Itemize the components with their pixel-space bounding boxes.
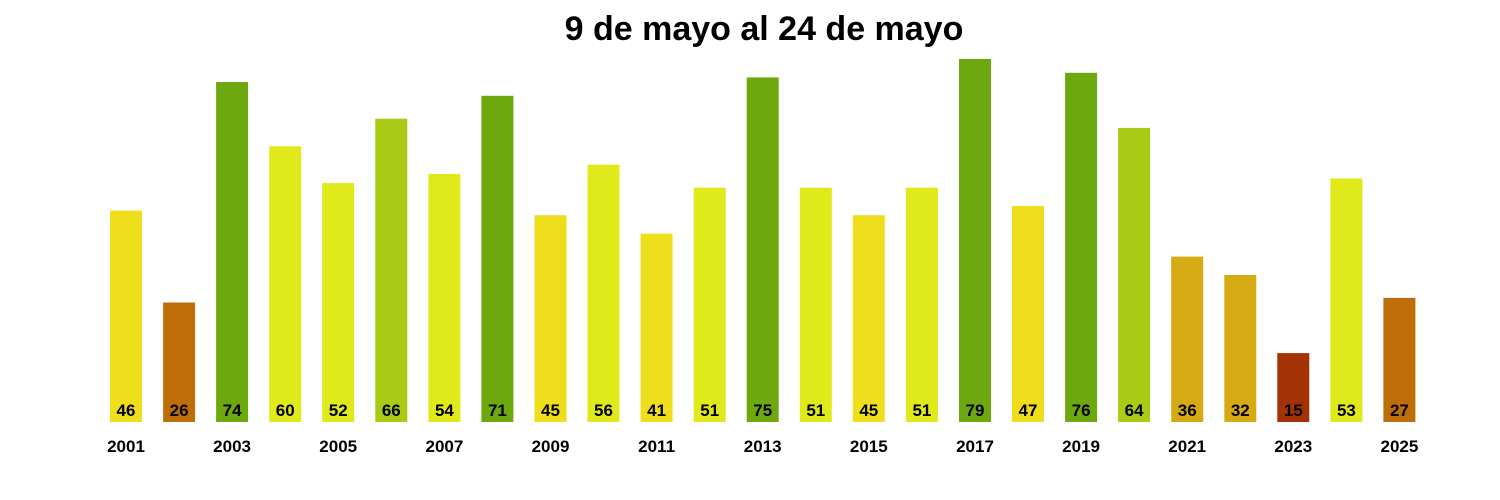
value-label-2018: 47 [1019, 401, 1038, 420]
value-label-2013: 75 [753, 401, 772, 420]
value-label-2019: 76 [1072, 401, 1091, 420]
value-label-2008: 71 [488, 401, 507, 420]
value-label-2009: 45 [541, 401, 560, 420]
bar-2013 [746, 77, 779, 423]
bar-2020 [1118, 127, 1151, 423]
value-label-2010: 56 [594, 401, 613, 420]
value-label-2020: 64 [1125, 401, 1144, 420]
x-tick-2013: 2013 [744, 437, 782, 456]
x-tick-2001: 2001 [107, 437, 145, 456]
bar-2003 [216, 82, 249, 422]
value-label-2011: 41 [647, 401, 666, 420]
chart-title: 9 de mayo al 24 de mayo [564, 10, 964, 48]
bar-2021 [1171, 256, 1204, 422]
x-tick-2007: 2007 [425, 437, 463, 456]
bar-2017 [959, 59, 991, 422]
x-tick-2003: 2003 [213, 437, 251, 456]
bar-2015 [852, 215, 885, 422]
bar-2007 [428, 173, 461, 422]
bar-2012 [693, 187, 726, 422]
x-tick-2015: 2015 [850, 437, 888, 456]
bar-2025 [1383, 297, 1416, 422]
value-label-2002: 26 [170, 401, 189, 420]
value-label-2022: 32 [1231, 401, 1250, 420]
value-label-2017: 79 [966, 401, 985, 420]
bar-2014 [799, 187, 832, 422]
x-tick-2005: 2005 [319, 437, 357, 456]
bar-2002 [163, 302, 196, 422]
value-label-2005: 52 [329, 401, 348, 420]
x-tick-2019: 2019 [1062, 437, 1100, 456]
bar-2022 [1224, 275, 1257, 422]
bar-2023 [1277, 353, 1310, 422]
x-tick-2009: 2009 [532, 437, 570, 456]
bars-layer [110, 59, 1416, 423]
value-label-2021: 36 [1178, 401, 1197, 420]
bar-2009 [534, 215, 567, 422]
bar-2001 [110, 210, 142, 422]
bar-2010 [587, 164, 620, 422]
value-labels-layer: 46 26 74 60 52 66 54 71 45 56 41 51 75 51 45 51 79 47 76 64… [117, 401, 1409, 420]
value-label-2016: 51 [912, 401, 931, 420]
value-label-2006: 66 [382, 401, 401, 420]
bar-2024 [1330, 178, 1363, 422]
bar-2018 [1012, 206, 1044, 422]
value-label-2023: 15 [1284, 401, 1303, 420]
value-label-2001: 46 [117, 401, 136, 420]
x-tick-2025: 2025 [1380, 437, 1418, 456]
x-tick-2021: 2021 [1168, 437, 1206, 456]
value-label-2012: 51 [700, 401, 719, 420]
bar-2011 [640, 233, 673, 422]
bar-2005 [322, 183, 355, 422]
value-label-2024: 53 [1337, 401, 1356, 420]
value-label-2014: 51 [806, 401, 825, 420]
bar-2006 [375, 118, 408, 422]
bar-2004 [269, 146, 302, 423]
value-label-2025: 27 [1390, 401, 1409, 420]
bar-2019 [1065, 72, 1098, 423]
x-tick-2011: 2011 [638, 437, 675, 456]
bar-2016 [905, 187, 938, 422]
value-label-2007: 54 [435, 401, 454, 420]
value-label-2004: 60 [276, 401, 295, 420]
bar-2008 [481, 95, 514, 423]
x-tick-2023: 2023 [1274, 437, 1312, 456]
value-label-2003: 74 [223, 401, 242, 420]
x-axis-ticks: 2001 2003 2005 2007 2009 2011 2013 2015 2017 2019… [107, 437, 1418, 456]
x-tick-2017: 2017 [956, 437, 994, 456]
value-label-2015: 45 [859, 401, 878, 420]
